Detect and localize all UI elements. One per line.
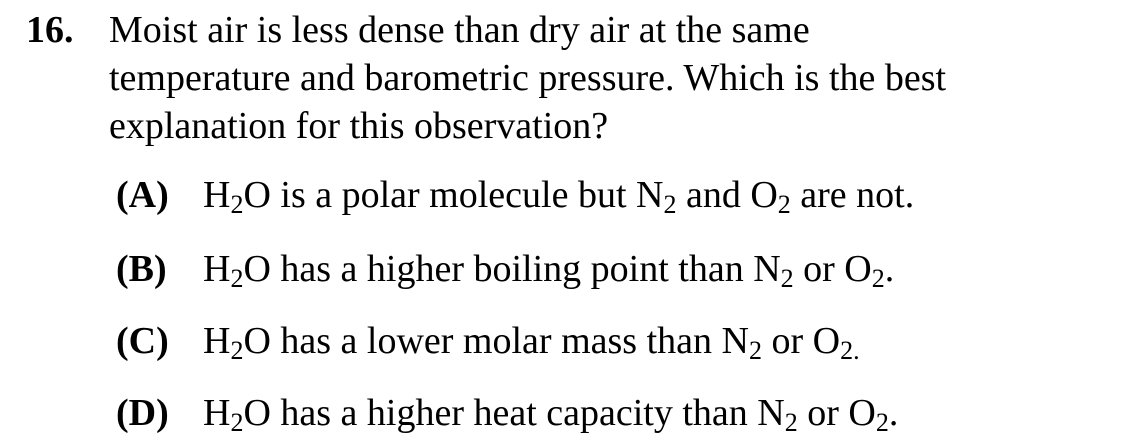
- subscript: 2: [663, 190, 677, 219]
- subscript: 2: [871, 264, 885, 293]
- choice-text: H2O has a higher heat capacity than N2 o…: [203, 389, 898, 437]
- stem-line: Moist air is less dense than dry air at …: [109, 9, 810, 51]
- subscript: 2: [748, 336, 762, 365]
- choice-text: H2O is a polar molecule but N2 and O2 ar…: [203, 171, 914, 219]
- text-run: O has a higher boiling point than N: [243, 248, 781, 290]
- text-run: O has a lower molar mass than N: [243, 320, 749, 362]
- subscript: 2: [875, 408, 889, 437]
- subscript: 2.: [840, 336, 860, 365]
- text-run: and O: [676, 174, 778, 216]
- text-run: H: [203, 320, 231, 362]
- text-run: or O: [797, 392, 876, 434]
- choice-letter: (C): [116, 320, 169, 362]
- text-run: H: [203, 392, 231, 434]
- text-run: H: [203, 248, 231, 290]
- subscript: 2: [780, 264, 794, 293]
- text-run: .: [884, 248, 895, 290]
- choice-letter: (D): [116, 392, 169, 434]
- text-run: O has a higher heat capacity than N: [243, 392, 785, 434]
- text-run: O is a polar molecule but N: [243, 174, 664, 216]
- text-run: or O: [793, 248, 872, 290]
- choice-letter: (B): [116, 248, 167, 290]
- subscript: 2: [784, 408, 798, 437]
- question-number: 16.: [26, 9, 74, 51]
- choice-text: H2O has a lower molar mass than N2 or O2…: [203, 317, 860, 365]
- subscript: 2: [777, 190, 791, 219]
- text-run: .: [888, 392, 899, 434]
- text-run: H: [203, 174, 231, 216]
- subscript: 2: [230, 190, 244, 219]
- stem-line: explanation for this observation?: [109, 105, 609, 147]
- choice-text: H2O has a higher boiling point than N2 o…: [203, 245, 894, 293]
- stem-line: temperature and barometric pressure. Whi…: [109, 57, 947, 99]
- question-stem: Moist air is less dense than dry air at …: [109, 6, 1119, 150]
- subscript: 2: [230, 408, 244, 437]
- text-run: or O: [761, 320, 841, 362]
- subscript: 2: [230, 264, 244, 293]
- choice-letter: (A): [116, 174, 169, 216]
- subscript: 2: [230, 336, 244, 365]
- text-run: are not.: [790, 174, 915, 216]
